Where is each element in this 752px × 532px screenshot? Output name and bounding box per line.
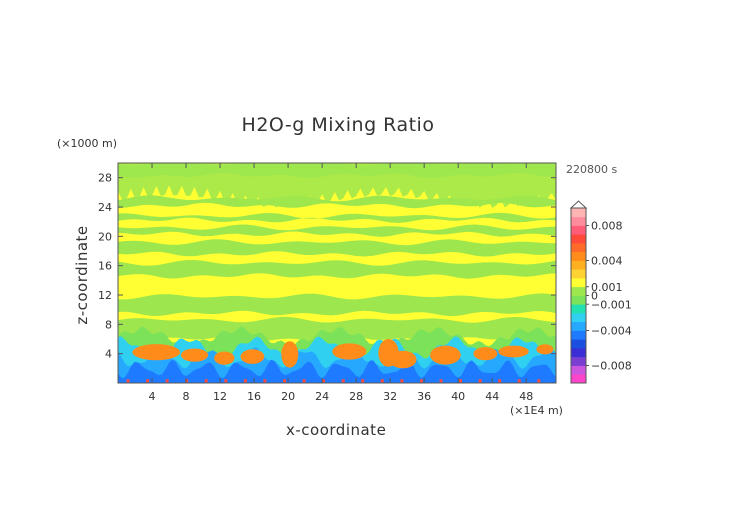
- x-tick-label: 44: [485, 390, 499, 403]
- orange-blob: [389, 350, 417, 369]
- colorbar-label: −0.008: [591, 360, 632, 373]
- colorbar-segment: [571, 225, 586, 235]
- red-speck: [498, 379, 502, 383]
- orange-blob: [281, 341, 299, 368]
- x-axis-ticks: 4 8 12 16 20 24 28 32 36 40 44 48: [149, 163, 533, 403]
- y-axis-unit: (×1000 m): [57, 137, 118, 150]
- colorbar-segment: [571, 278, 586, 288]
- x-tick-label: 4: [149, 390, 156, 403]
- red-speck: [557, 379, 560, 382]
- red-speck: [361, 379, 365, 383]
- red-speck: [439, 379, 443, 383]
- red-speck: [185, 379, 189, 383]
- colorbar-segment: [571, 216, 586, 226]
- orange-blob: [473, 347, 498, 361]
- colorbar-segment: [571, 295, 586, 305]
- x-axis-unit: (×1E4 m): [510, 404, 563, 417]
- colorbar-segment: [571, 251, 586, 261]
- colorbar-segment: [571, 356, 586, 366]
- red-speck: [400, 379, 404, 383]
- colorbar-label: −0.001: [591, 298, 632, 311]
- colorbar-segment: [571, 234, 586, 244]
- plot-frame: [117, 162, 557, 384]
- red-speck: [380, 379, 384, 383]
- red-speck: [478, 379, 482, 383]
- x-tick-label: 36: [417, 390, 431, 403]
- x-tick-label: 24: [315, 390, 329, 403]
- x-axis-label: x-coordinate: [286, 421, 387, 439]
- colorbar-segment: [571, 208, 586, 218]
- chart-title: H2O-g Mixing Ratio: [241, 114, 435, 136]
- colorbar-segment: [571, 321, 586, 331]
- red-speck: [283, 379, 286, 383]
- red-speck: [341, 379, 345, 383]
- y-tick-label: 16: [98, 260, 112, 273]
- x-tick-label: 16: [247, 390, 261, 403]
- x-tick-label: 32: [383, 390, 397, 403]
- red-speck: [243, 379, 247, 383]
- green-band: [118, 239, 556, 257]
- upper-green-region: [118, 163, 556, 208]
- colorbar-segment: [571, 269, 586, 279]
- red-speck: [263, 379, 267, 383]
- orange-blob: [332, 343, 367, 360]
- colorbar-label: −0.004: [591, 325, 632, 338]
- mixing-ratio-field: [118, 163, 560, 383]
- orange-blob: [240, 349, 265, 364]
- green-band: [118, 260, 556, 279]
- orange-blob: [536, 344, 554, 355]
- orange-blob: [132, 344, 181, 361]
- orange-blob: [430, 345, 461, 365]
- colorbar-segment: [571, 330, 586, 340]
- orange-blob: [214, 351, 235, 365]
- red-speck: [419, 379, 423, 383]
- x-tick-label: 8: [183, 390, 190, 403]
- orange-blob: [180, 348, 209, 362]
- y-tick-label: 12: [98, 289, 112, 302]
- red-speck: [146, 379, 150, 383]
- red-speck: [204, 379, 208, 383]
- green-band: [118, 293, 556, 317]
- x-tick-label: 12: [213, 390, 227, 403]
- y-tick-label: 4: [105, 348, 112, 361]
- x-tick-label: 48: [519, 390, 533, 403]
- colorbar-segment: [571, 313, 586, 323]
- red-speck: [126, 379, 130, 383]
- colorbar-segment: [571, 374, 586, 384]
- green-band: [118, 212, 556, 223]
- x-tick-label: 40: [451, 390, 465, 403]
- colorbar-label: 0.008: [591, 220, 623, 233]
- red-speck: [459, 379, 462, 383]
- colorbar-segment: [571, 339, 586, 349]
- colorbar-label: 0.001: [591, 281, 623, 294]
- colorbar-segment: [571, 243, 586, 253]
- y-axis-ticks: 4 8 12 16 20 24 28: [98, 172, 556, 361]
- red-speck: [537, 379, 541, 383]
- green-band: [118, 224, 556, 237]
- red-speck: [165, 379, 169, 383]
- orange-blob: [498, 345, 529, 358]
- colorbar-segment: [571, 365, 586, 375]
- y-tick-label: 20: [98, 230, 112, 243]
- y-tick-label: 28: [98, 172, 112, 185]
- colorbar-segment: [571, 260, 586, 270]
- red-speck: [322, 379, 326, 383]
- colorbar-label: 0: [591, 290, 598, 303]
- x-tick-label: 20: [281, 390, 295, 403]
- colorbar-label: 0.004: [591, 255, 623, 268]
- x-tick-label: 28: [349, 390, 363, 403]
- colorbar-segment: [571, 286, 586, 296]
- red-speck: [302, 379, 306, 383]
- y-tick-label: 8: [105, 318, 112, 331]
- moisture-layer: [118, 359, 556, 383]
- colorbar-segment: [571, 348, 586, 358]
- colorbar-cap-top: [569, 200, 588, 209]
- red-speck: [224, 379, 228, 383]
- time-label: 220800 s: [566, 163, 618, 176]
- colorbar-segment: [571, 304, 586, 314]
- red-speck: [517, 379, 521, 383]
- y-tick-label: 24: [98, 201, 112, 214]
